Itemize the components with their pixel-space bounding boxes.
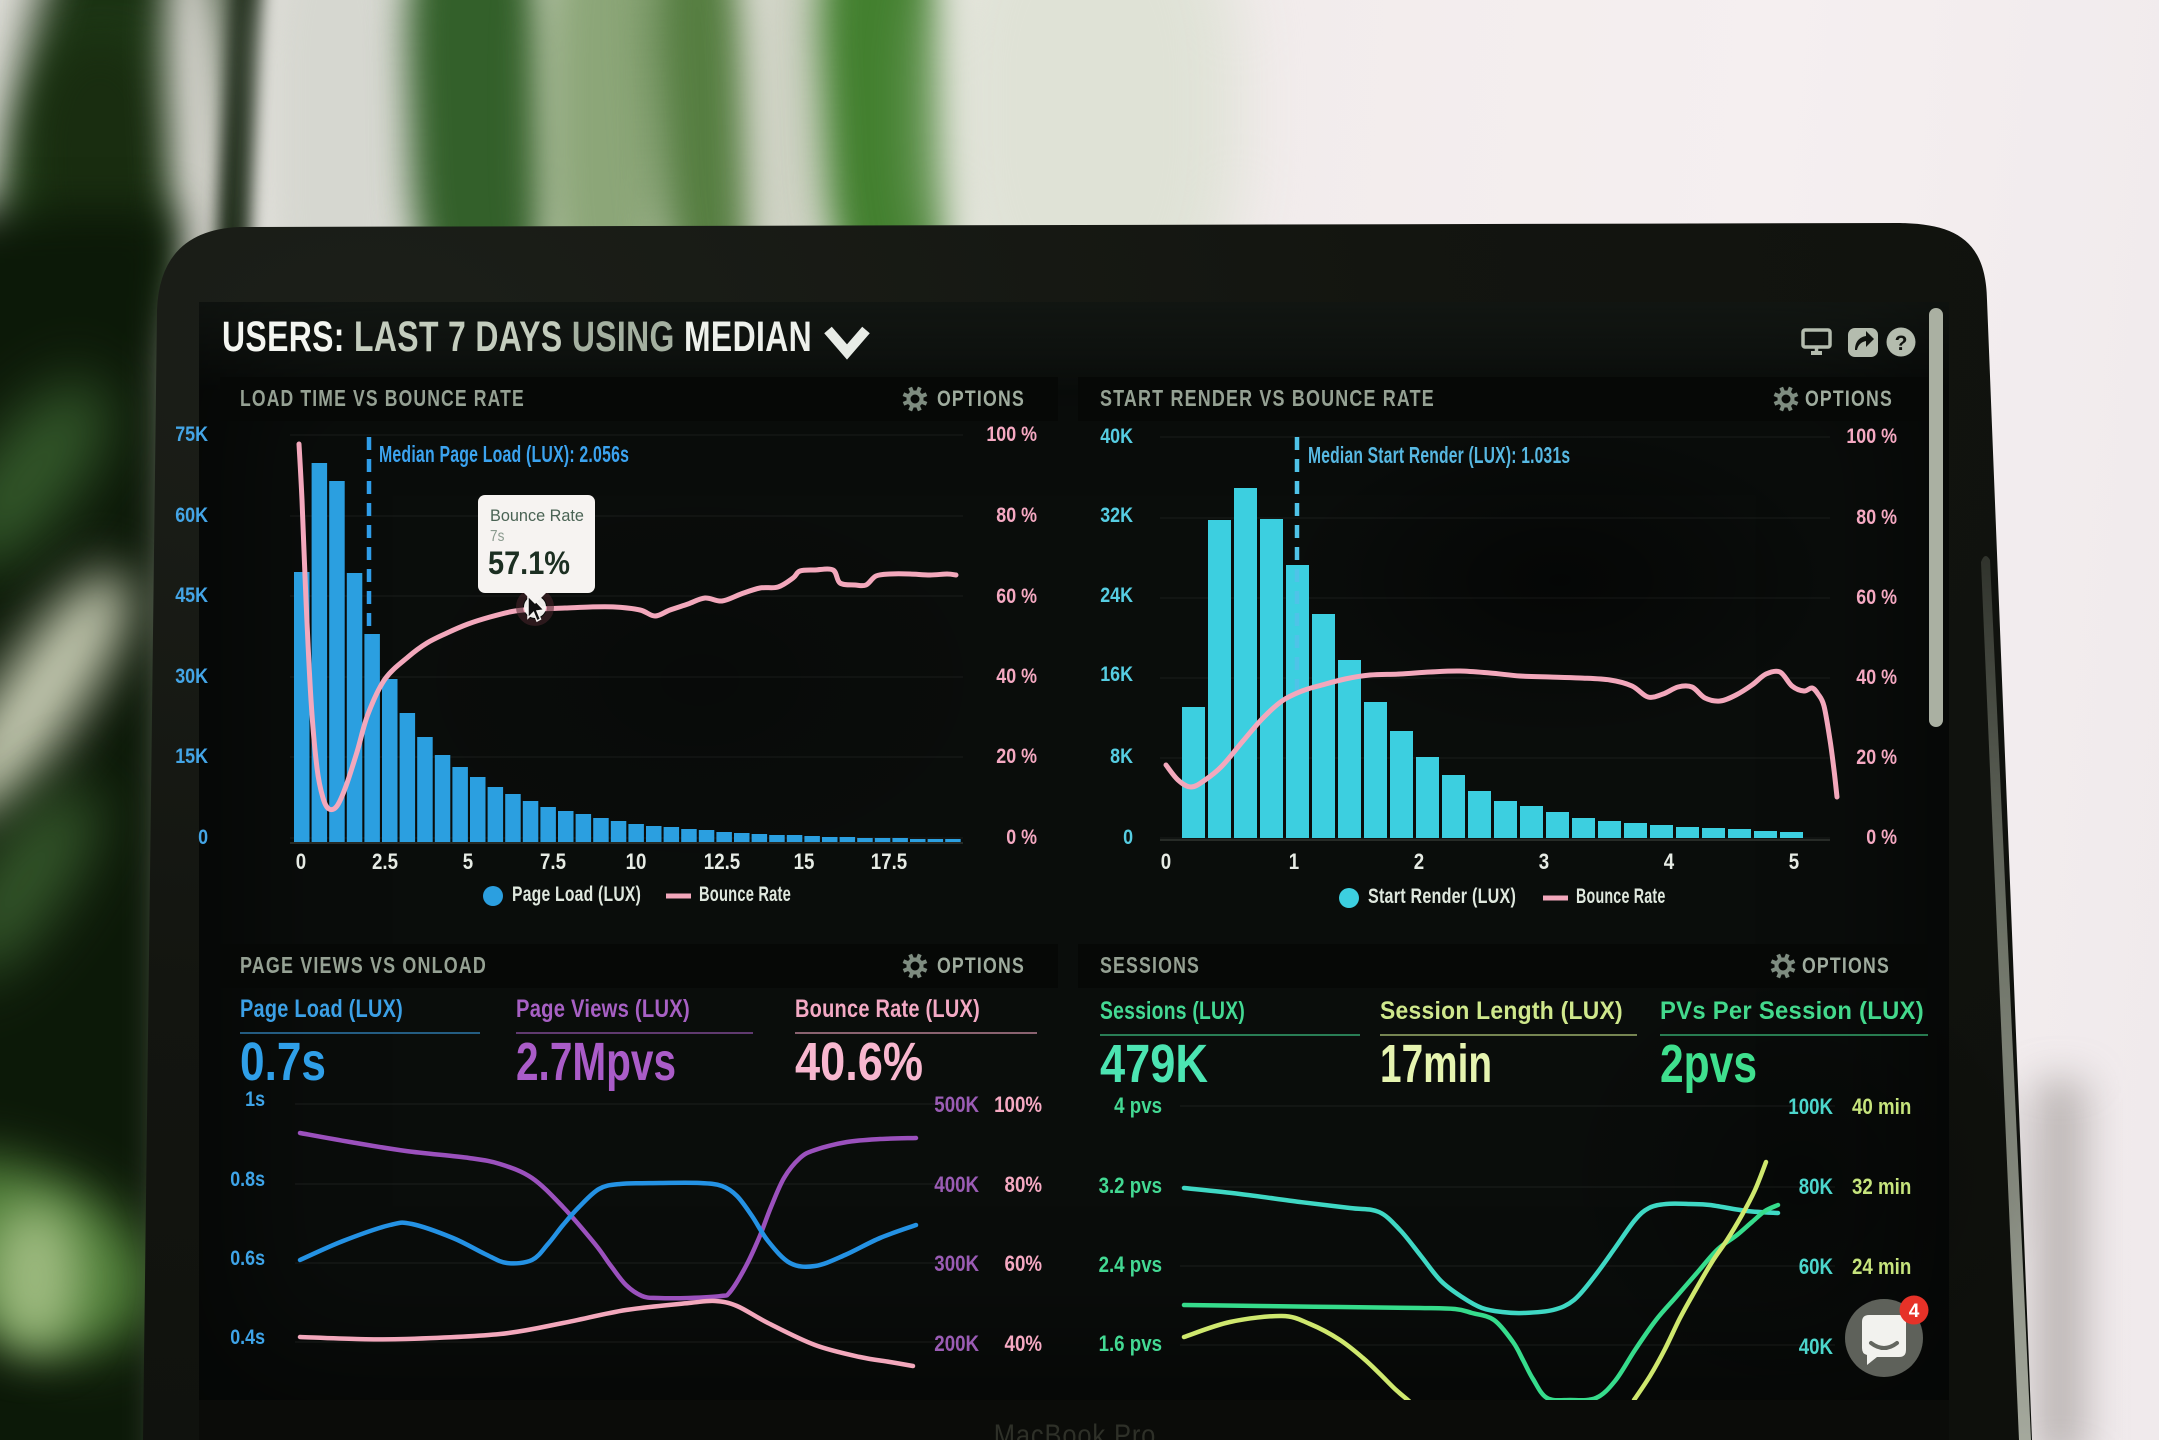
svg-text:4: 4 bbox=[1909, 1301, 1920, 1322]
svg-text:?: ? bbox=[1895, 332, 1908, 355]
